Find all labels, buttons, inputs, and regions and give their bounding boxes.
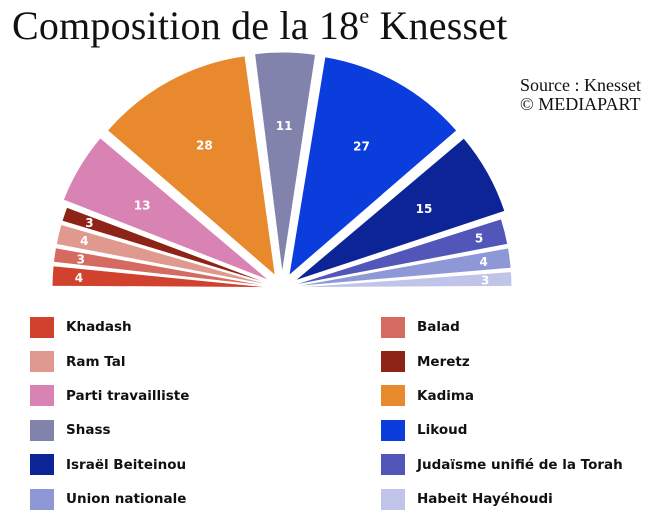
legend-item: Balad <box>381 310 623 344</box>
slice-value-label: 4 <box>80 234 88 248</box>
legend-swatch <box>381 454 405 476</box>
legend-label: Kadima <box>417 387 475 404</box>
legend-swatch <box>381 488 405 510</box>
pie-slice-balad <box>52 247 275 288</box>
pie-slice-juda-sme-unifi-de-la-torah <box>289 218 509 287</box>
legend-left-column: Khadash Ram Tal Parti travailliste Shass Isr… <box>30 310 189 516</box>
legend-label: Parti travailliste <box>66 387 190 404</box>
pie-slice-habeit-hay-houdi <box>289 271 513 289</box>
pie-slice-likoud <box>288 56 458 278</box>
legend-item: Meretz <box>381 344 623 378</box>
slice-value-label: 3 <box>77 252 85 266</box>
title-main: Composition de la 18 <box>12 3 360 48</box>
slice-value-label: 3 <box>481 274 489 288</box>
pie-slice-union-nationale <box>289 247 512 288</box>
pie-slice-khadash <box>51 265 275 289</box>
slice-value-label: 11 <box>276 119 293 133</box>
legend-swatch <box>30 419 54 441</box>
legend-swatch <box>30 351 54 373</box>
pie-slice-ram-tal <box>55 223 275 287</box>
legend-item: Khadash <box>30 310 189 344</box>
legend-label: Meretz <box>417 353 470 370</box>
slice-value-label: 13 <box>134 198 151 212</box>
pie-slice-kadima <box>106 55 276 277</box>
slice-value-label: 28 <box>196 138 213 152</box>
legend-item: Ram Tal <box>30 344 189 378</box>
legend-item: Habeit Hayéhoudi <box>381 482 623 516</box>
slice-value-label: 4 <box>479 255 487 269</box>
legend-right-column: Balad Meretz Kadima Likoud Judaïsme unifié d… <box>381 310 623 516</box>
title-superscript: e <box>359 2 370 28</box>
legend-swatch <box>30 454 54 476</box>
legend-swatch <box>30 316 54 338</box>
legend-label: Ram Tal <box>66 353 126 370</box>
pie-slice-isra-l-beiteinou <box>293 137 506 282</box>
legend-label: Judaïsme unifié de la Torah <box>417 456 623 473</box>
legend-swatch <box>30 488 54 510</box>
slice-value-label: 15 <box>416 202 433 216</box>
legend-swatch <box>381 351 405 373</box>
legend-swatch <box>381 316 405 338</box>
pie-slice-meretz <box>61 206 275 286</box>
slice-value-label: 27 <box>353 140 370 154</box>
slice-value-label: 4 <box>75 271 83 285</box>
legend-label: Shass <box>66 422 111 439</box>
legend-label: Union nationale <box>66 491 187 508</box>
copyright-line: © MEDIAPART <box>520 94 641 114</box>
source-line: Source : Knesset <box>520 75 641 95</box>
legend-label: Habeit Hayéhoudi <box>417 491 553 508</box>
legend-item: Judaïsme unifié de la Torah <box>381 448 623 482</box>
half-pie-chart: 4 3 4 3 13 28 11 27 15 5 4 3 <box>51 51 513 289</box>
title-end: Knesset <box>369 3 508 48</box>
legend-item: Kadima <box>381 379 623 413</box>
legend-label: Khadash <box>66 319 132 336</box>
legend-swatch <box>30 385 54 407</box>
source-note: Source : Knesset © MEDIAPART <box>520 76 641 114</box>
legend-label: Israël Beiteinou <box>66 456 187 473</box>
legend-item: Union nationale <box>30 482 189 516</box>
slice-value-label: 3 <box>85 216 93 230</box>
legend-item: Shass <box>30 413 189 447</box>
chart-title: Composition de la 18e Knesset <box>12 2 508 49</box>
legend-item: Israël Beiteinou <box>30 448 189 482</box>
legend-item: Likoud <box>381 413 623 447</box>
pie-slice-shass <box>253 51 317 275</box>
legend-swatch <box>381 385 405 407</box>
pie-slice-parti-travailliste <box>62 136 271 282</box>
slice-value-label: 5 <box>475 231 483 245</box>
legend-label: Likoud <box>417 422 468 439</box>
legend-item: Parti travailliste <box>30 379 189 413</box>
legend-swatch <box>381 419 405 441</box>
legend-label: Balad <box>417 319 460 336</box>
